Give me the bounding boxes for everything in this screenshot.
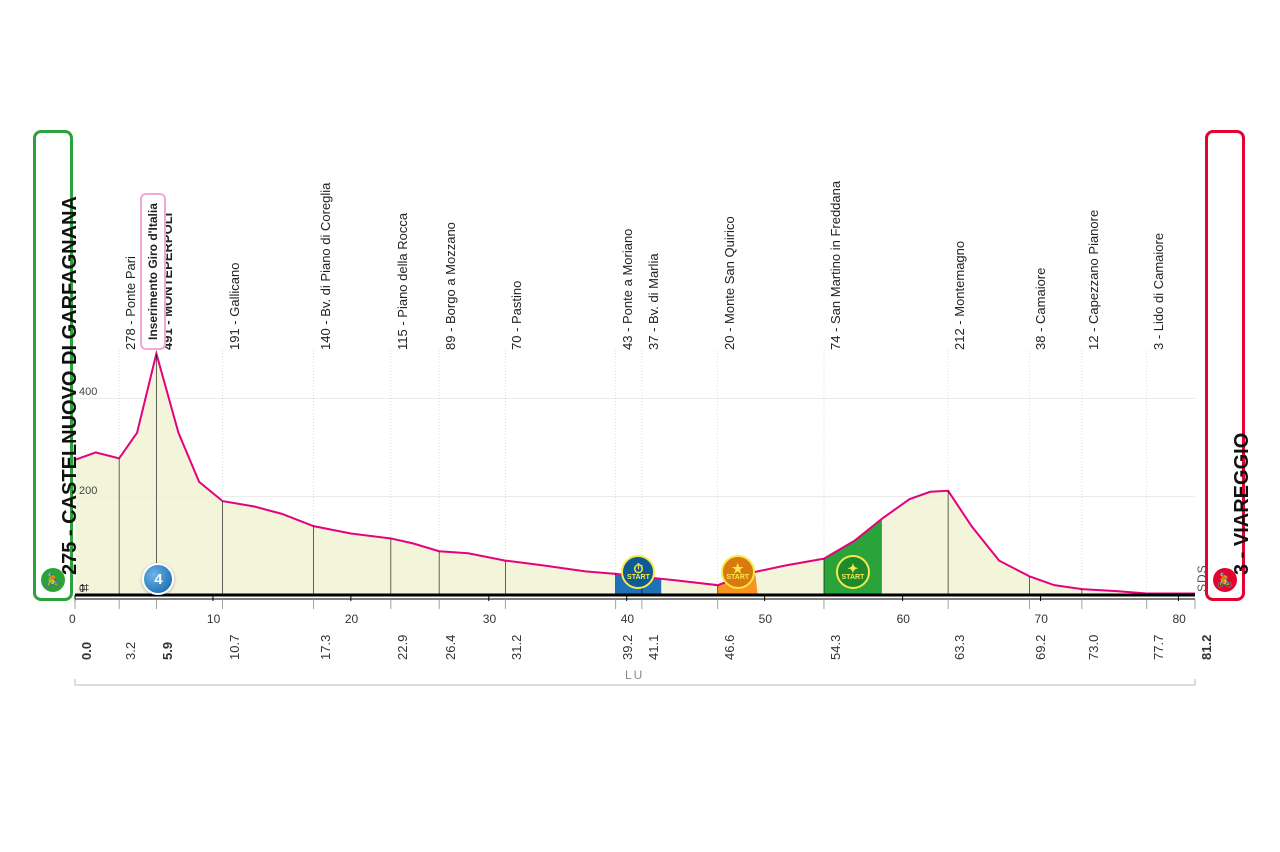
giro-insert-box: Inserimento Giro d'Italia <box>140 193 166 350</box>
km-marker: 69.2 <box>1033 635 1048 660</box>
km-marker: 73.0 <box>1086 635 1101 660</box>
x-tick-label: 70 <box>1035 612 1048 626</box>
waypoint-label: 140 - Bv. di Piano di Coreglia <box>318 183 333 350</box>
elevation-profile-chart: 0200400010203040506070800.03.25.910.717.… <box>0 0 1280 852</box>
km-marker: 54.3 <box>828 635 843 660</box>
waypoint-label: 212 - Montemagno <box>952 241 967 350</box>
x-tick-label: 0 <box>69 612 76 626</box>
km-marker: 26.4 <box>443 635 458 660</box>
waypoint-label: 12 - Capezzano Pianore <box>1086 210 1101 350</box>
x-tick-label: 60 <box>897 612 910 626</box>
x-tick-label: 50 <box>759 612 772 626</box>
waypoint-label: 37 - Bv. di Marlia <box>646 253 661 350</box>
sds-label: SDS <box>1195 564 1209 592</box>
x-tick-label: 20 <box>345 612 358 626</box>
x-tick-label: 80 <box>1172 612 1185 626</box>
waypoint-label: 43 - Ponte a Moriano <box>620 229 635 350</box>
profile-svg <box>0 0 1280 852</box>
km-marker: 0.0 <box>79 642 94 660</box>
x-tick-label: 30 <box>483 612 496 626</box>
finish-label: 3 - VIAREGGIO <box>1231 433 1254 575</box>
km-marker: 81.2 <box>1199 635 1214 660</box>
bonus-sprint-icon: ★START <box>721 555 755 589</box>
x-tick-label: 10 <box>207 612 220 626</box>
waypoint-label: 191 - Gallicano <box>227 263 242 350</box>
waypoint-label: 38 - Camaiore <box>1033 268 1048 350</box>
km-marker: 22.9 <box>395 635 410 660</box>
start-label: 275 - CASTELNUOVO DI GARFAGNANA <box>59 196 82 575</box>
waypoint-label: 70 - Pastino <box>509 281 524 350</box>
km-marker: 41.1 <box>646 635 661 660</box>
waypoint-label: 89 - Borgo a Mozzano <box>443 222 458 350</box>
x-tick-label: 40 <box>621 612 634 626</box>
km-marker: 31.2 <box>509 635 524 660</box>
km-marker: 3.2 <box>123 642 138 660</box>
km-marker: 77.7 <box>1151 635 1166 660</box>
km-marker: 63.3 <box>952 635 967 660</box>
km-marker: 39.2 <box>620 635 635 660</box>
km-marker: 5.9 <box>160 642 175 660</box>
waypoint-label: 115 - Piano della Rocca <box>395 213 410 350</box>
km-marker: 46.6 <box>722 635 737 660</box>
km-marker: 17.3 <box>318 635 333 660</box>
waypoint-label: 278 - Ponte Pari <box>123 256 138 350</box>
waypoint-label: 3 - Lido di Camaiore <box>1151 233 1166 350</box>
waypoint-label: 20 - Monte San Quirico <box>722 216 737 350</box>
waypoint-label: 74 - San Martino in Freddana <box>828 181 843 350</box>
kom-zone-icon: ✦START <box>836 555 870 589</box>
region-label: LU <box>625 668 644 682</box>
km-marker: 10.7 <box>227 635 242 660</box>
rail-crossing-icon: ⌗ <box>80 580 89 598</box>
